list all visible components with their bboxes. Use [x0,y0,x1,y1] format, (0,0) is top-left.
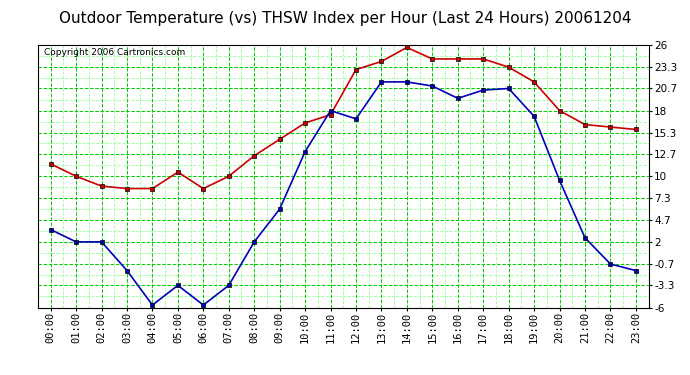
Text: Copyright 2006 Cartronics.com: Copyright 2006 Cartronics.com [44,48,186,57]
Text: Outdoor Temperature (vs) THSW Index per Hour (Last 24 Hours) 20061204: Outdoor Temperature (vs) THSW Index per … [59,11,631,26]
